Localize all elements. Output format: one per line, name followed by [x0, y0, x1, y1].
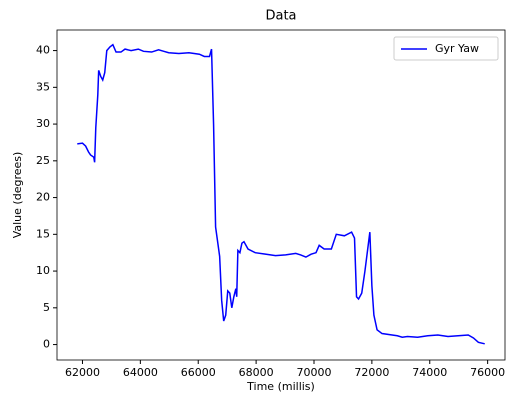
x-tick-label: 66000: [181, 366, 216, 379]
x-tick-label: 70000: [296, 366, 331, 379]
data-line: [77, 43, 485, 345]
chart-title: Data: [265, 9, 296, 24]
x-tick-label: 68000: [239, 366, 274, 379]
y-tick-label: 5: [43, 301, 50, 314]
y-tick-label: 30: [36, 117, 50, 130]
legend-label: Gyr Yaw: [435, 42, 479, 55]
x-axis-label: Time (millis): [246, 380, 315, 393]
x-tick-label: 76000: [470, 366, 505, 379]
plot-frame: [56, 29, 506, 361]
legend-box: [393, 36, 499, 61]
y-tick-label: 0: [43, 338, 50, 351]
y-tick-label: 35: [36, 80, 50, 93]
x-tick-label: 74000: [412, 366, 447, 379]
x-tick-label: 62000: [65, 366, 100, 379]
y-axis-label: Value (degrees): [11, 152, 24, 239]
x-tick-label: 64000: [123, 366, 158, 379]
y-tick-label: 15: [36, 227, 50, 240]
y-tick-label: 25: [36, 154, 50, 167]
x-tick-label: 72000: [354, 366, 389, 379]
y-tick-label: 20: [36, 191, 50, 204]
y-tick-label: 40: [36, 44, 50, 57]
y-tick-label: 10: [36, 264, 50, 277]
